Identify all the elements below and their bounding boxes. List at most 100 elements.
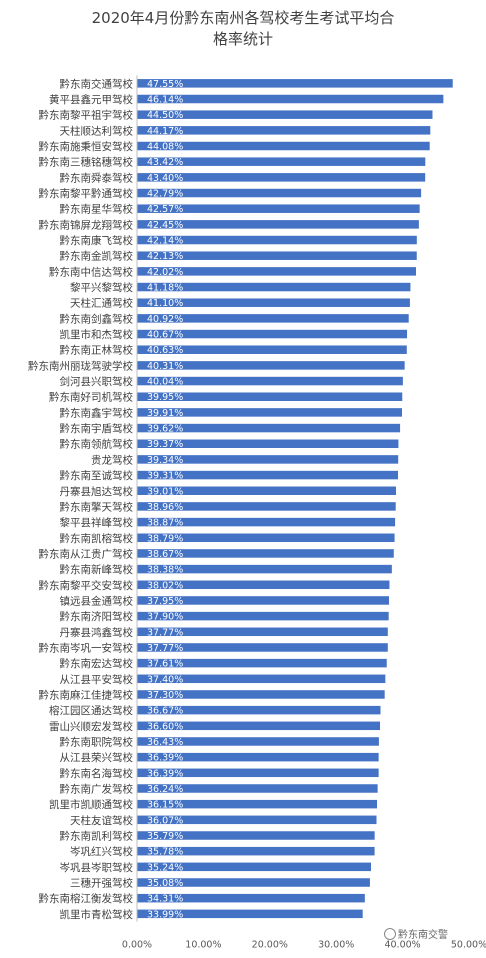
y-axis-labels: 黔东南交通驾校黄平县鑫元甲驾校黔东南黎平祖宇驾校天柱顺达利驾校黔东南施秉恒安驾校… <box>28 77 133 921</box>
bar <box>137 282 411 292</box>
category-label: 黔东南凯榕驾校 <box>60 532 134 545</box>
bar <box>137 392 403 401</box>
bar <box>137 173 426 182</box>
bar-value-label: 39.01% <box>147 486 183 497</box>
category-label: 黔东南三穗铭穗驾校 <box>39 156 134 169</box>
category-label: 黔东南新峰驾校 <box>60 563 134 576</box>
category-label: 丹寨县鸿鑫驾校 <box>60 626 134 639</box>
category-label: 黔东南领航驾校 <box>60 438 134 451</box>
bar-value-label: 42.02% <box>147 267 183 278</box>
bar <box>137 361 405 370</box>
bar-value-label: 38.67% <box>147 549 183 560</box>
category-label: 黔东南济阳驾校 <box>60 610 134 623</box>
category-label: 凯里市凯顺通驾校 <box>49 798 133 811</box>
x-tick-label: 0.00% <box>122 940 152 951</box>
bar-value-label: 39.34% <box>147 455 183 466</box>
bar <box>137 486 397 496</box>
category-label: 黔东南宇盾驾校 <box>60 422 134 435</box>
category-label: 黔东南岑巩一安驾校 <box>39 641 134 654</box>
category-label: 黔东南金凯驾校 <box>60 250 134 263</box>
bar <box>137 768 379 778</box>
bar <box>137 423 401 433</box>
bar-value-label: 38.96% <box>147 502 183 513</box>
bar <box>137 157 426 166</box>
bar-value-label: 42.79% <box>147 189 183 200</box>
bar-value-label: 42.14% <box>147 236 183 247</box>
bar-value-label: 37.77% <box>147 643 183 654</box>
category-label: 天柱友谊驾校 <box>70 814 133 827</box>
bar <box>137 831 375 840</box>
bar <box>137 799 378 809</box>
bar <box>137 533 395 543</box>
watermark: 黔东南交警 <box>384 926 484 941</box>
bar <box>137 862 371 872</box>
category-label: 黎平兴黎驾校 <box>70 281 133 294</box>
bar <box>137 549 394 558</box>
bar-value-labels: 47.55% 46.14% 44.50% 44.17% 44.08% 43.42% 43.4… <box>147 79 183 921</box>
x-tick-label: 20.00% <box>252 940 288 951</box>
bar-value-label: 35.79% <box>147 831 183 842</box>
category-label: 黔东南交通驾校 <box>60 77 134 90</box>
category-label: 黔东南锦屏龙翔驾校 <box>39 218 134 231</box>
bar <box>137 596 389 605</box>
category-label: 黔东南宏达驾校 <box>60 657 134 670</box>
category-label: 黔东南名海驾校 <box>60 767 134 780</box>
category-label: 黔东南中信达驾校 <box>49 265 133 278</box>
bar <box>137 251 417 260</box>
bar <box>137 705 381 715</box>
bar <box>137 580 390 590</box>
bar-value-label: 36.15% <box>147 800 183 811</box>
bar-value-label: 47.55% <box>147 79 183 90</box>
category-label: 黔东南擎天驾校 <box>60 500 134 513</box>
bar <box>137 909 363 919</box>
chart-title: 2020年4月份黔东南州各驾校考生考试平均合 格率统计 <box>0 8 486 50</box>
bar-value-label: 41.10% <box>147 298 183 309</box>
bar-value-label: 44.17% <box>147 126 183 137</box>
category-label: 榕江园区通达驾校 <box>49 704 133 717</box>
bar <box>137 517 396 527</box>
chart-title-line-1: 2020年4月份黔东南州各驾校考生考试平均合 <box>91 9 395 27</box>
category-label: 黔东南剑鑫驾校 <box>60 312 134 325</box>
category-label: 黔东南广发驾校 <box>60 782 134 795</box>
bar-value-label: 38.02% <box>147 580 183 591</box>
category-label: 黔东南舜泰驾校 <box>60 171 134 184</box>
x-tick-label: 10.00% <box>185 940 221 951</box>
bar <box>137 611 389 621</box>
bar <box>137 439 399 448</box>
category-label: 黔东南施秉恒安驾校 <box>39 140 134 153</box>
bar-value-label: 40.04% <box>147 377 183 388</box>
bar <box>137 298 410 307</box>
category-label: 黔东南鑫宇驾校 <box>60 406 134 419</box>
bar-value-label: 37.61% <box>147 659 183 670</box>
bar <box>137 721 381 731</box>
bar-value-label: 44.08% <box>147 142 183 153</box>
bar <box>137 345 407 354</box>
bar-value-label: 43.40% <box>147 173 183 184</box>
bar-value-label: 38.38% <box>147 565 183 576</box>
bar <box>137 846 375 856</box>
category-label: 黔东南好司机驾校 <box>49 391 133 404</box>
bar-value-label: 37.77% <box>147 627 183 638</box>
bar-value-label: 37.30% <box>147 690 183 701</box>
bar-value-label: 42.13% <box>147 251 183 262</box>
bar <box>137 141 430 151</box>
bar <box>137 893 365 903</box>
bar-value-label: 35.08% <box>147 878 183 889</box>
category-label: 黔东南麻江佳捷驾校 <box>39 688 134 701</box>
category-label: 黔东南黎平黔通驾校 <box>39 187 134 200</box>
bar-value-label: 34.31% <box>147 894 183 905</box>
category-label: 黎平县祥峰驾校 <box>60 516 134 529</box>
bar-value-label: 37.40% <box>147 674 183 685</box>
bar-value-label: 43.42% <box>147 157 183 168</box>
bar <box>137 815 377 825</box>
bar-value-label: 44.50% <box>147 110 183 121</box>
bar-value-label: 33.99% <box>147 909 183 920</box>
category-label: 黔东南榕江衡发驾校 <box>39 892 134 905</box>
bar-value-label: 40.31% <box>147 361 183 372</box>
category-label: 天柱顺达利驾校 <box>60 124 134 137</box>
bar-value-label: 36.07% <box>147 815 183 826</box>
bar <box>137 878 370 887</box>
bar-value-label: 39.31% <box>147 471 183 482</box>
bar-value-label: 36.24% <box>147 784 183 795</box>
